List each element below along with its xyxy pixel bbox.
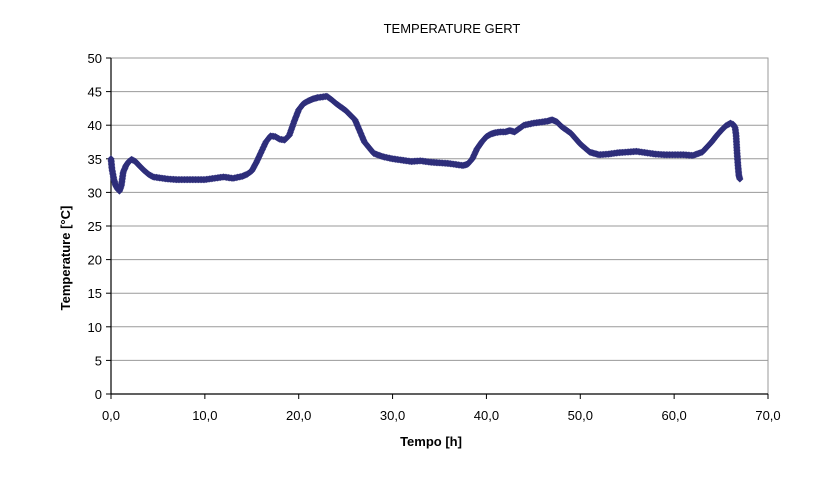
- y-tick-label: 35: [88, 152, 102, 167]
- gridlines: [110, 57, 769, 395]
- y-tick-label: 25: [88, 219, 102, 234]
- x-tick-label: 0,0: [102, 408, 120, 423]
- axes: [110, 58, 768, 395]
- x-tick-label: 30,0: [380, 408, 405, 423]
- y-tick-label: 45: [88, 85, 102, 100]
- x-tick-label: 40,0: [474, 408, 499, 423]
- data-series: [107, 92, 744, 195]
- x-axis-ticks: 0,0 10,0 20,0 30,0 40,0 50,0 60,0 70,0: [102, 394, 781, 423]
- x-tick-label: 60,0: [661, 408, 686, 423]
- y-tick-label: 0: [95, 387, 102, 402]
- x-axis-label: Tempo [h]: [400, 434, 462, 449]
- y-tick-label: 15: [88, 286, 102, 301]
- x-tick-label: 70,0: [755, 408, 780, 423]
- data-point: [736, 175, 744, 183]
- y-tick-label: 10: [88, 320, 102, 335]
- y-tick-label: 40: [88, 118, 102, 133]
- y-axis-label: Temperature [°C]: [58, 206, 73, 311]
- x-tick-label: 10,0: [192, 408, 217, 423]
- y-tick-label: 20: [88, 253, 102, 268]
- y-tick-label: 30: [88, 185, 102, 200]
- x-tick-label: 50,0: [568, 408, 593, 423]
- y-tick-label: 5: [95, 353, 102, 368]
- x-tick-label: 20,0: [286, 408, 311, 423]
- y-tick-label: 50: [88, 51, 102, 66]
- chart-title: TEMPERATURE GERT: [384, 21, 521, 36]
- y-axis-ticks: 0 5 10 15 20 25 30 35 40 45 50: [88, 51, 111, 402]
